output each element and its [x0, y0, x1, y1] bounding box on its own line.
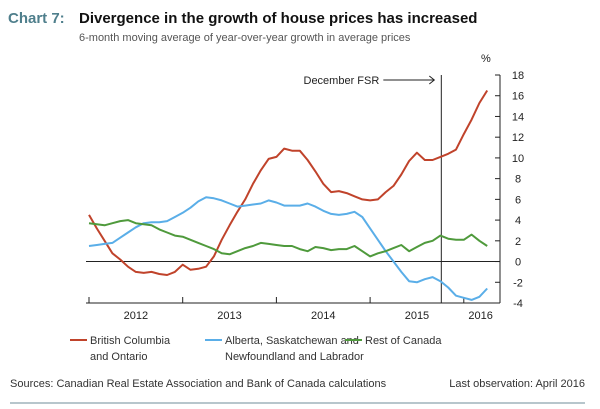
y-tick-label: 4	[515, 215, 521, 227]
legend-label: Rest of Canada	[365, 335, 442, 347]
chart-label: Chart 7:	[8, 10, 65, 27]
y-axis-unit: %	[481, 53, 491, 65]
legend-label: British Columbia	[90, 335, 171, 347]
arrow-head-icon	[428, 75, 436, 85]
y-tick-label: 6	[515, 194, 521, 206]
legend-label: Alberta, Saskatchewan and	[225, 335, 359, 347]
y-tick-label: 10	[512, 153, 524, 165]
y-tick-label: 2	[515, 236, 521, 248]
sources-note: Sources: Canadian Real Estate Associatio…	[10, 378, 387, 390]
y-tick-label: 12	[512, 132, 524, 144]
legend-label: Newfoundland and Labrador	[225, 351, 364, 363]
x-tick-label: 2012	[124, 310, 148, 322]
series-line	[88, 196, 488, 301]
chart-title: Divergence in the growth of house prices…	[79, 10, 477, 27]
y-tick-label: 14	[512, 111, 524, 123]
series-line	[88, 219, 488, 258]
fsr-annotation-label: December FSR	[304, 75, 380, 87]
y-tick-label: 0	[515, 257, 521, 269]
x-tick-label: 2013	[217, 310, 241, 322]
x-tick-label: 2014	[311, 310, 335, 322]
x-tick-label: 2015	[405, 310, 429, 322]
y-tick-label: 16	[512, 91, 524, 103]
series-line	[88, 89, 489, 276]
chart-subtitle: 6-month moving average of year-over-year…	[79, 32, 411, 44]
x-tick-label: 2016	[468, 310, 492, 322]
y-tick-label: 18	[512, 70, 524, 82]
y-tick-label: -4	[513, 298, 523, 310]
legend-label: and Ontario	[90, 351, 147, 363]
y-tick-label: 8	[515, 174, 521, 186]
last-observation-note: Last observation: April 2016	[449, 378, 585, 390]
y-tick-label: -2	[513, 277, 523, 289]
